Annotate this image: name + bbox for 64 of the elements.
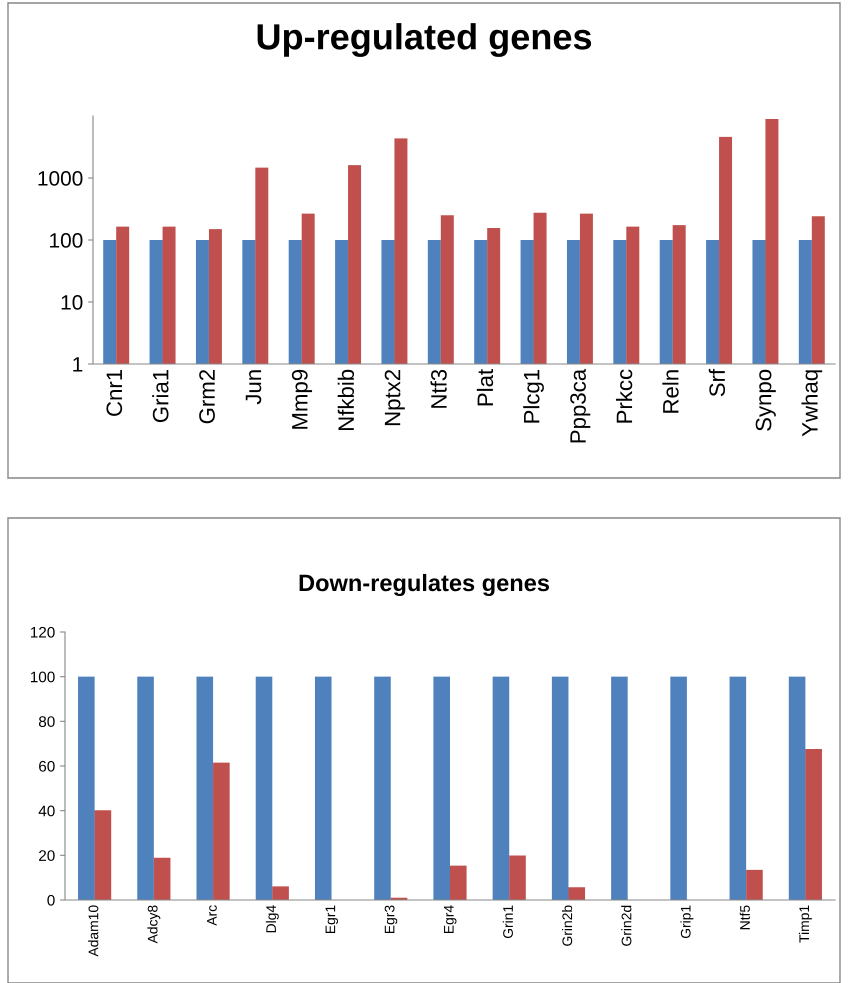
x-tick-label: Ppp3ca bbox=[570, 368, 590, 442]
y-tick-label: 40 bbox=[38, 806, 55, 816]
bar bbox=[552, 676, 568, 900]
x-tick-label: Nptx2 bbox=[384, 370, 405, 426]
bar bbox=[611, 676, 628, 900]
y-tick-label: 100 bbox=[50, 233, 82, 248]
x-tick-label: Srf bbox=[708, 368, 726, 396]
bar bbox=[788, 676, 806, 900]
x-tick-label: Reln bbox=[662, 370, 679, 413]
x-tick-label: Ntf5 bbox=[740, 905, 750, 930]
y-tick-label: 60 bbox=[39, 760, 55, 772]
bar bbox=[450, 866, 467, 900]
x-tick-label: Plat bbox=[476, 369, 494, 406]
x-tick-label: Nfkbib bbox=[338, 370, 354, 430]
x-tick-label: Mmp9 bbox=[292, 370, 312, 429]
y-tick-label: 1 bbox=[73, 357, 82, 372]
y-tick-label: 10 bbox=[62, 295, 82, 310]
x-tick-label: Jun bbox=[246, 370, 262, 404]
y-tick-label: 100 bbox=[30, 672, 55, 682]
chart-title: Down-regulates genes bbox=[300, 574, 549, 596]
bar bbox=[374, 676, 391, 900]
x-tick-label: Egr3 bbox=[384, 905, 398, 934]
bar bbox=[154, 858, 170, 900]
x-tick-label: Adam10 bbox=[88, 905, 98, 957]
x-tick-label: Timp1 bbox=[798, 906, 812, 943]
bar bbox=[137, 676, 154, 900]
bar bbox=[78, 676, 95, 900]
bar bbox=[509, 856, 526, 900]
bar bbox=[568, 887, 586, 900]
bar bbox=[805, 749, 822, 900]
x-tick-label: Grip1 bbox=[680, 906, 694, 938]
chart-title: Up-regulated genes bbox=[258, 23, 592, 57]
x-tick-label: Dlg4 bbox=[266, 905, 279, 932]
y-tick-label: 20 bbox=[39, 850, 55, 862]
x-tick-label: Ywhaq bbox=[801, 370, 822, 436]
x-tick-label: Cnr1 bbox=[106, 370, 122, 416]
x-tick-label: Gria1 bbox=[152, 370, 169, 422]
x-tick-label: Plcg1 bbox=[523, 370, 544, 423]
bar bbox=[670, 676, 687, 900]
y-tick-label: 120 bbox=[30, 626, 55, 638]
x-tick-label: Adcy8 bbox=[147, 905, 160, 944]
y-tick-label: 0 bbox=[47, 894, 55, 906]
bar bbox=[746, 870, 763, 900]
x-tick-label: Egr1 bbox=[326, 906, 338, 934]
bar bbox=[314, 676, 332, 900]
x-tick-label: Grin2b bbox=[562, 905, 572, 946]
x-tick-label: Grm2 bbox=[199, 370, 215, 424]
x-tick-label: Arc bbox=[207, 905, 217, 926]
x-tick-label: Egr4 bbox=[444, 905, 456, 934]
x-tick-label: Prkcc bbox=[616, 369, 632, 423]
x-tick-label: Synpo bbox=[756, 370, 776, 431]
y-tick-label: 1000 bbox=[38, 171, 82, 186]
bar bbox=[196, 676, 214, 900]
y-tick-label: 80 bbox=[38, 716, 55, 728]
x-tick-label: Ntf3 bbox=[430, 370, 447, 408]
x-tick-label: Grin2d bbox=[621, 906, 632, 946]
bar bbox=[213, 762, 230, 900]
bar bbox=[272, 886, 289, 900]
bar bbox=[256, 676, 272, 900]
x-tick-label: Grin1 bbox=[502, 906, 513, 938]
bar bbox=[492, 676, 510, 900]
bar bbox=[94, 810, 112, 900]
bar bbox=[433, 676, 450, 900]
bar bbox=[730, 676, 746, 900]
